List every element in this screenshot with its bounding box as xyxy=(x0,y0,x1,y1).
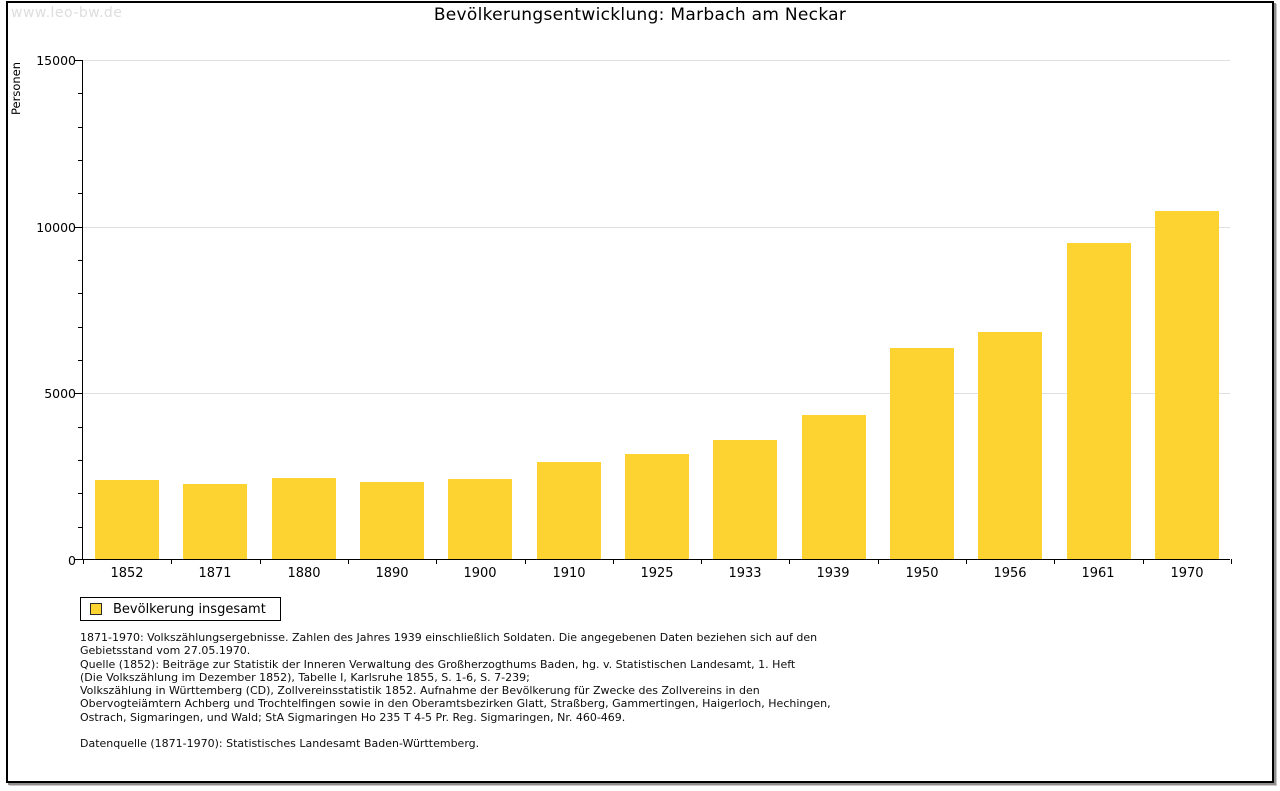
y-axis-tick xyxy=(75,227,83,228)
x-axis-tick xyxy=(525,559,526,564)
y-axis-minor-tick xyxy=(78,293,83,294)
bar xyxy=(448,479,512,559)
y-axis-tick xyxy=(75,60,83,61)
bar xyxy=(890,348,954,559)
note-line: (Die Volkszählung im Dezember 1852), Tab… xyxy=(80,670,530,684)
x-tick-label: 1950 xyxy=(905,566,939,581)
bar xyxy=(183,484,247,559)
gridline xyxy=(83,227,1230,228)
source-notes: 1871-1970: Volkszählungsergebnisse. Zahl… xyxy=(80,631,831,724)
y-axis-minor-tick xyxy=(78,327,83,328)
x-axis-tick xyxy=(1054,559,1055,564)
x-axis-tick xyxy=(1143,559,1144,564)
x-axis-tick xyxy=(966,559,967,564)
x-tick-label: 1890 xyxy=(375,566,409,581)
note-line: Quelle (1852): Beiträge zur Statistik de… xyxy=(80,657,796,671)
x-tick-label: 1871 xyxy=(198,566,232,581)
bar xyxy=(1155,211,1219,559)
x-axis-tick xyxy=(83,559,84,564)
y-axis-tick xyxy=(75,559,83,560)
bar xyxy=(360,482,424,559)
datasource-line: Datenquelle (1871-1970): Statistisches L… xyxy=(80,737,480,750)
x-tick-label: 1956 xyxy=(993,566,1027,581)
x-axis-tick xyxy=(613,559,614,564)
bar xyxy=(95,480,159,559)
x-tick-label: 1900 xyxy=(463,566,497,581)
legend-swatch-icon xyxy=(90,603,102,615)
legend-box: Bevölkerung insgesamt xyxy=(80,597,281,621)
y-axis-minor-tick xyxy=(78,193,83,194)
y-tick-label: 15000 xyxy=(36,53,76,68)
x-tick-label: 1910 xyxy=(552,566,586,581)
note-line: Gebietsstand vom 27.05.1970. xyxy=(80,644,251,658)
note-line: 1871-1970: Volkszählungsergebnisse. Zahl… xyxy=(80,631,818,644)
y-axis-minor-tick xyxy=(78,360,83,361)
x-tick-label: 1852 xyxy=(110,566,144,581)
x-axis-tick xyxy=(1231,559,1232,564)
x-axis-tick xyxy=(878,559,879,564)
y-tick-label: 5000 xyxy=(44,386,76,401)
x-axis-tick xyxy=(436,559,437,564)
x-axis-tick xyxy=(701,559,702,564)
legend-label: Bevölkerung insgesamt xyxy=(113,601,266,617)
bar xyxy=(1067,243,1131,559)
x-tick-label: 1925 xyxy=(640,566,674,581)
x-tick-label: 1939 xyxy=(816,566,850,581)
bar xyxy=(625,454,689,559)
y-axis-minor-tick xyxy=(78,493,83,494)
x-tick-label: 1970 xyxy=(1170,566,1204,581)
x-axis-tick xyxy=(348,559,349,564)
y-tick-label: 0 xyxy=(68,553,76,568)
y-axis-minor-tick xyxy=(78,260,83,261)
gridline xyxy=(83,393,1230,394)
y-axis-minor-tick xyxy=(78,460,83,461)
x-axis-tick xyxy=(171,559,172,564)
bar xyxy=(802,415,866,559)
x-tick-label: 1961 xyxy=(1081,566,1115,581)
x-axis-tick xyxy=(260,559,261,564)
note-line: Obervogteiämtern Achberg und Trochtelfin… xyxy=(80,697,831,711)
bar xyxy=(537,462,601,559)
plot-area: 0 5000 10000 15000 1852 1871 1880 1890 1900 1910 1… xyxy=(36,53,1232,581)
y-axis-minor-tick xyxy=(78,127,83,128)
note-line: Ostrach, Sigmaringen, und Wald; StA Sigm… xyxy=(80,710,626,724)
watermark: www.leo-bw.de xyxy=(11,5,123,21)
y-axis-minor-tick xyxy=(78,93,83,94)
x-tick-label: 1933 xyxy=(728,566,762,581)
chart-page: www.leo-bw.de Bevölkerungsentwicklung: M… xyxy=(6,1,1274,783)
x-tick-label: 1880 xyxy=(287,566,321,581)
y-axis-minor-tick xyxy=(78,527,83,528)
note-line: Volkszählung in Württemberg (CD), Zollve… xyxy=(80,684,760,698)
y-tick-label: 10000 xyxy=(36,220,76,235)
bar xyxy=(272,478,336,559)
gridline xyxy=(83,60,1230,61)
y-axis-tick xyxy=(75,393,83,394)
y-axis-minor-tick xyxy=(78,160,83,161)
y-axis-minor-tick xyxy=(78,427,83,428)
bar xyxy=(713,440,777,559)
bar xyxy=(978,332,1042,559)
x-axis-tick xyxy=(789,559,790,564)
page-title: Bevölkerungsentwicklung: Marbach am Neck… xyxy=(433,5,847,25)
